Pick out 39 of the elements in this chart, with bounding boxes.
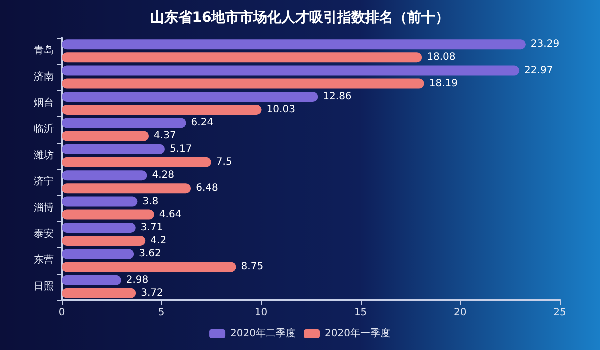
data-label: 4.64: [159, 209, 182, 220]
data-label: 2.98: [126, 274, 149, 286]
x-tick-label: 25: [554, 308, 566, 318]
y-tick-label: 潍坊: [34, 149, 54, 162]
data-label: 4.28: [152, 170, 175, 182]
x-tick-label: 10: [254, 308, 268, 318]
data-label: 4.37: [154, 130, 176, 142]
chart-title: 山东省16地市市场化人才吸引指数排名（前十）: [150, 9, 450, 26]
y-tick-label: 烟台: [34, 97, 54, 109]
legend-label: 2020年二季度: [230, 328, 296, 340]
x-tick-label: 20: [454, 308, 467, 318]
data-label: 23.29: [530, 39, 560, 50]
data-label: 3.71: [140, 222, 164, 234]
y-tick-label: 临沂: [34, 123, 54, 136]
data-label: 3.72: [141, 288, 164, 299]
data-label: 12.86: [323, 92, 352, 102]
y-tick-label: 济宁: [34, 176, 54, 188]
legend-label: 2020年一季度: [325, 328, 390, 340]
y-tick-label: 济南: [34, 70, 54, 83]
data-label: 5.17: [170, 144, 192, 155]
y-tick-label: 青岛: [34, 44, 54, 57]
y-tick-label: 日照: [34, 281, 54, 292]
data-label: 8.75: [241, 262, 264, 273]
data-label: 6.48: [196, 183, 218, 194]
data-label: 10.03: [266, 104, 296, 116]
y-tick-label: 东营: [34, 254, 54, 266]
data-label: 7.5: [216, 156, 232, 168]
y-tick-label: 淄博: [34, 202, 54, 214]
x-tick-label: 15: [354, 308, 368, 318]
x-tick-label: 5: [158, 308, 165, 318]
data-label: 3.62: [139, 248, 162, 260]
y-tick-label: 泰安: [34, 228, 54, 240]
data-label: 18.08: [427, 52, 456, 64]
x-tick-label: 0: [58, 308, 66, 318]
data-label: 6.24: [191, 118, 214, 129]
data-label: 18.19: [429, 78, 458, 90]
data-label: 4.2: [150, 236, 167, 246]
data-label: 3.8: [142, 196, 159, 208]
data-label: 22.97: [524, 65, 554, 76]
